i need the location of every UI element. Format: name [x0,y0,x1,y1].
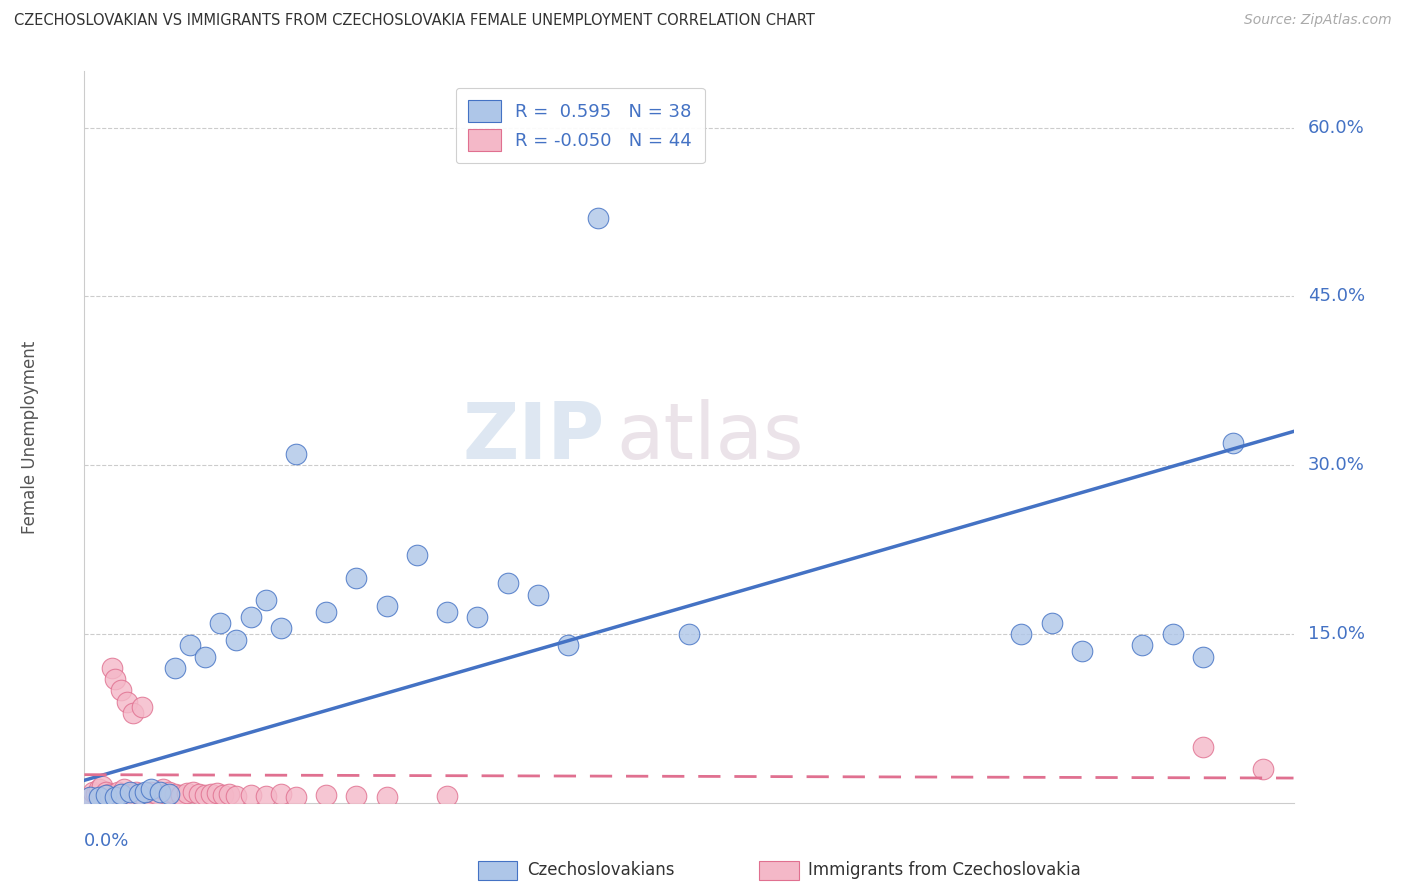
Text: atlas: atlas [616,399,804,475]
Point [104,790,127,805]
Point [526,588,548,602]
Point [188,787,211,801]
Point [163,787,186,801]
Point [115,694,138,708]
Point [1161,627,1184,641]
Point [89,782,111,797]
Point [118,784,141,798]
Point [128,787,150,801]
Point [496,576,519,591]
Point [97,787,120,801]
Point [79,790,101,805]
Point [118,787,141,801]
Point [375,599,398,613]
Point [157,784,180,798]
Point [209,615,232,630]
Point [557,638,579,652]
Point [91,779,114,793]
Point [678,627,700,641]
Point [1010,627,1032,641]
Point [406,548,429,562]
Point [1191,649,1213,664]
Text: Source: ZipAtlas.com: Source: ZipAtlas.com [1244,13,1392,28]
Text: Immigrants from Czechoslovakia: Immigrants from Czechoslovakia [808,861,1081,879]
Point [1040,615,1063,630]
Point [194,788,217,802]
Point [110,787,132,801]
Point [82,784,104,798]
Point [157,787,180,801]
Point [375,790,398,805]
Point [1071,644,1094,658]
Point [94,788,117,802]
Text: Female Unemployment: Female Unemployment [21,341,39,533]
Point [284,790,308,805]
Point [163,661,186,675]
Point [270,787,292,801]
Point [588,211,610,225]
Point [270,621,292,635]
Point [239,610,262,624]
Point [110,683,132,698]
Point [207,786,229,800]
Point [1130,638,1153,652]
Point [218,787,240,801]
Point [212,788,235,802]
Point [284,447,308,461]
Point [1251,762,1274,776]
Point [134,784,156,798]
Point [1222,435,1244,450]
Point [225,789,247,803]
Point [89,790,111,805]
Text: 30.0%: 30.0% [1308,456,1365,475]
Text: 15.0%: 15.0% [1308,625,1365,643]
Text: Czechoslovakians: Czechoslovakians [527,861,675,879]
Point [1191,739,1213,754]
Point [104,672,127,686]
Point [194,649,217,664]
Point [86,787,108,801]
Point [107,784,129,798]
Legend: R =  0.595   N = 38, R = -0.050   N = 44: R = 0.595 N = 38, R = -0.050 N = 44 [456,87,704,163]
Point [139,784,162,798]
Point [181,784,204,798]
Point [134,790,156,805]
Point [346,571,368,585]
Point [100,661,122,675]
Text: ZIP: ZIP [463,399,605,475]
Point [152,782,174,797]
Point [94,784,117,798]
Text: 60.0%: 60.0% [1308,119,1365,136]
Point [128,787,150,801]
Point [239,788,262,802]
Point [121,706,143,720]
Point [346,789,368,803]
Point [315,788,337,802]
Point [179,638,201,652]
Point [170,788,193,802]
Point [131,700,153,714]
Point [139,782,162,797]
Point [149,784,172,798]
Point [467,610,489,624]
Text: 0.0%: 0.0% [84,832,129,850]
Point [225,632,247,647]
Point [200,787,222,801]
Point [436,789,458,803]
Point [254,789,277,803]
Point [315,605,337,619]
Point [79,790,101,805]
Point [176,786,198,800]
Point [112,782,135,797]
Point [146,787,169,801]
Point [436,605,458,619]
Point [125,784,148,798]
Text: CZECHOSLOVAKIAN VS IMMIGRANTS FROM CZECHOSLOVAKIA FEMALE UNEMPLOYMENT CORRELATIO: CZECHOSLOVAKIAN VS IMMIGRANTS FROM CZECH… [14,13,815,29]
Point [254,593,277,607]
Text: 45.0%: 45.0% [1308,287,1365,305]
